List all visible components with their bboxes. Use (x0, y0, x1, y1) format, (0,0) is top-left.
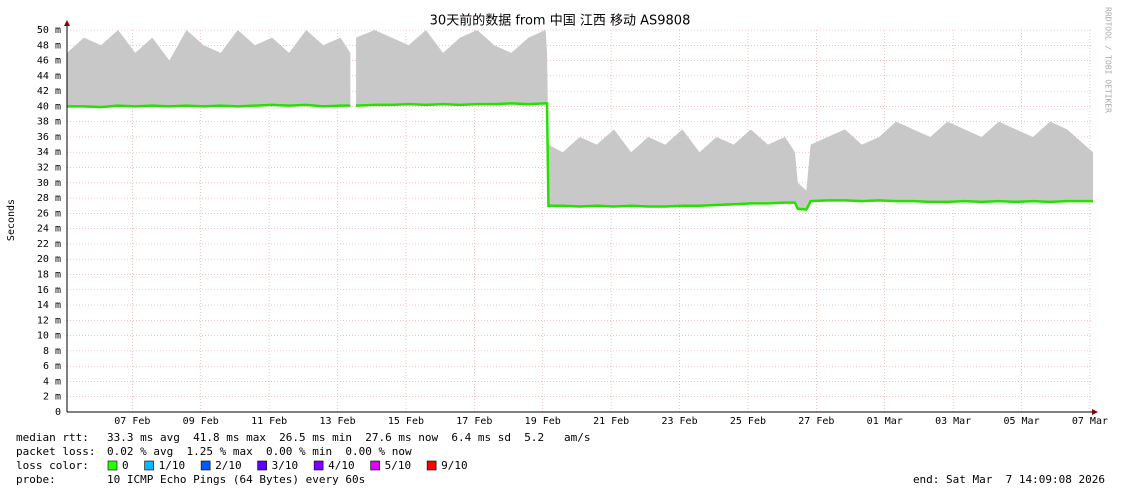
y-tick-label: 6 m (43, 361, 61, 372)
y-tick-label: 40 m (37, 101, 61, 112)
loss-label: 2/10 (215, 459, 242, 472)
loss-label: 5/10 (385, 459, 412, 472)
loss-label: 1/10 (159, 459, 186, 472)
x-tick-label: 23 Feb (661, 416, 697, 427)
x-tick-label: 11 Feb (251, 416, 287, 427)
y-tick-label: 48 m (37, 40, 61, 51)
smoke-band (356, 30, 1093, 210)
median-line (356, 102, 1093, 211)
x-tick-label: 03 Mar (935, 416, 971, 427)
footer-end: end: Sat Mar 7 14:09:08 2026 (913, 473, 1105, 486)
x-tick-label: 05 Mar (1003, 416, 1039, 427)
plot (67, 30, 1093, 211)
y-tick-label: 44 m (37, 71, 61, 82)
x-tick-label: 17 Feb (456, 416, 492, 427)
footer: median rtt: 33.3 ms avg 41.8 ms max 26.5 … (16, 431, 1105, 486)
y-arrow (64, 20, 70, 26)
y-tick-label: 22 m (37, 239, 61, 250)
y-tick-label: 42 m (37, 86, 61, 97)
y-axis-label: Seconds (6, 199, 17, 241)
loss-swatch (200, 460, 211, 471)
loss-label: 9/10 (441, 459, 468, 472)
x-tick-label: 07 Feb (114, 416, 150, 427)
loss-swatch (144, 460, 154, 471)
footer-label: median rtt: (16, 431, 89, 444)
footer-text: 10 ICMP Echo Pings (64 Bytes) every 60s (107, 473, 365, 486)
footer-label: loss color: (16, 459, 89, 472)
y-tick-label: 10 m (37, 331, 61, 342)
x-tick-label: 27 Feb (798, 416, 834, 427)
x-tick-label: 09 Feb (183, 416, 219, 427)
x-arrow (1092, 409, 1098, 415)
y-tick-label: 4 m (43, 376, 61, 387)
footer-text: 0.02 % avg 1.25 % max 0.00 % min 0.00 % … (107, 445, 412, 458)
y-tick-label: 32 m (37, 163, 61, 174)
loss-swatch (370, 460, 380, 471)
y-tick-label: 26 m (37, 208, 61, 219)
loss-label: 3/10 (272, 459, 299, 472)
x-tick-label: 13 Feb (319, 416, 355, 427)
x-tick-label: 25 Feb (730, 416, 766, 427)
y-tick-label: 38 m (37, 117, 61, 128)
y-tick-label: 2 m (43, 392, 61, 403)
watermark: RRDTOOL / TOBI OETIKER (1104, 7, 1113, 113)
x-tick-label: 07 Mar (1072, 416, 1108, 427)
x-tick-label: 19 Feb (525, 416, 561, 427)
footer-text: 33.3 ms avg 41.8 ms max 26.5 ms min 27.6… (107, 431, 590, 444)
y-tick-label: 18 m (37, 269, 61, 280)
loss-swatch (257, 460, 267, 471)
loss-swatch (107, 460, 118, 471)
footer-label: packet loss: (16, 445, 95, 458)
y-tick-label: 36 m (37, 132, 61, 143)
y-tick-label: 34 m (37, 147, 61, 158)
y-tick-label: 12 m (37, 315, 61, 326)
y-tick-label: 28 m (37, 193, 61, 204)
x-tick-label: 15 Feb (388, 416, 424, 427)
y-tick-label: 20 m (37, 254, 61, 265)
y-tick-label: 0 (55, 407, 61, 418)
chart-title: 30天前的数据 from 中国 江西 移动 AS9808 (430, 13, 691, 29)
loss-swatch (426, 460, 437, 471)
y-tick-label: 14 m (37, 300, 61, 311)
footer-label: probe: (16, 473, 56, 486)
loss-label: 0 (122, 459, 129, 472)
y-tick-label: 8 m (43, 346, 61, 357)
y-tick-label: 46 m (37, 56, 61, 67)
median-line (67, 103, 351, 109)
smoke-band (67, 30, 351, 108)
y-tick-label: 16 m (37, 285, 61, 296)
y-tick-label: 30 m (37, 178, 61, 189)
loss-label: 4/10 (328, 459, 355, 472)
loss-swatch (313, 460, 324, 471)
y-tick-label: 50 m (37, 25, 61, 36)
x-tick-label: 21 Feb (593, 416, 629, 427)
y-tick-label: 24 m (37, 224, 61, 235)
x-tick-label: 01 Mar (867, 416, 903, 427)
